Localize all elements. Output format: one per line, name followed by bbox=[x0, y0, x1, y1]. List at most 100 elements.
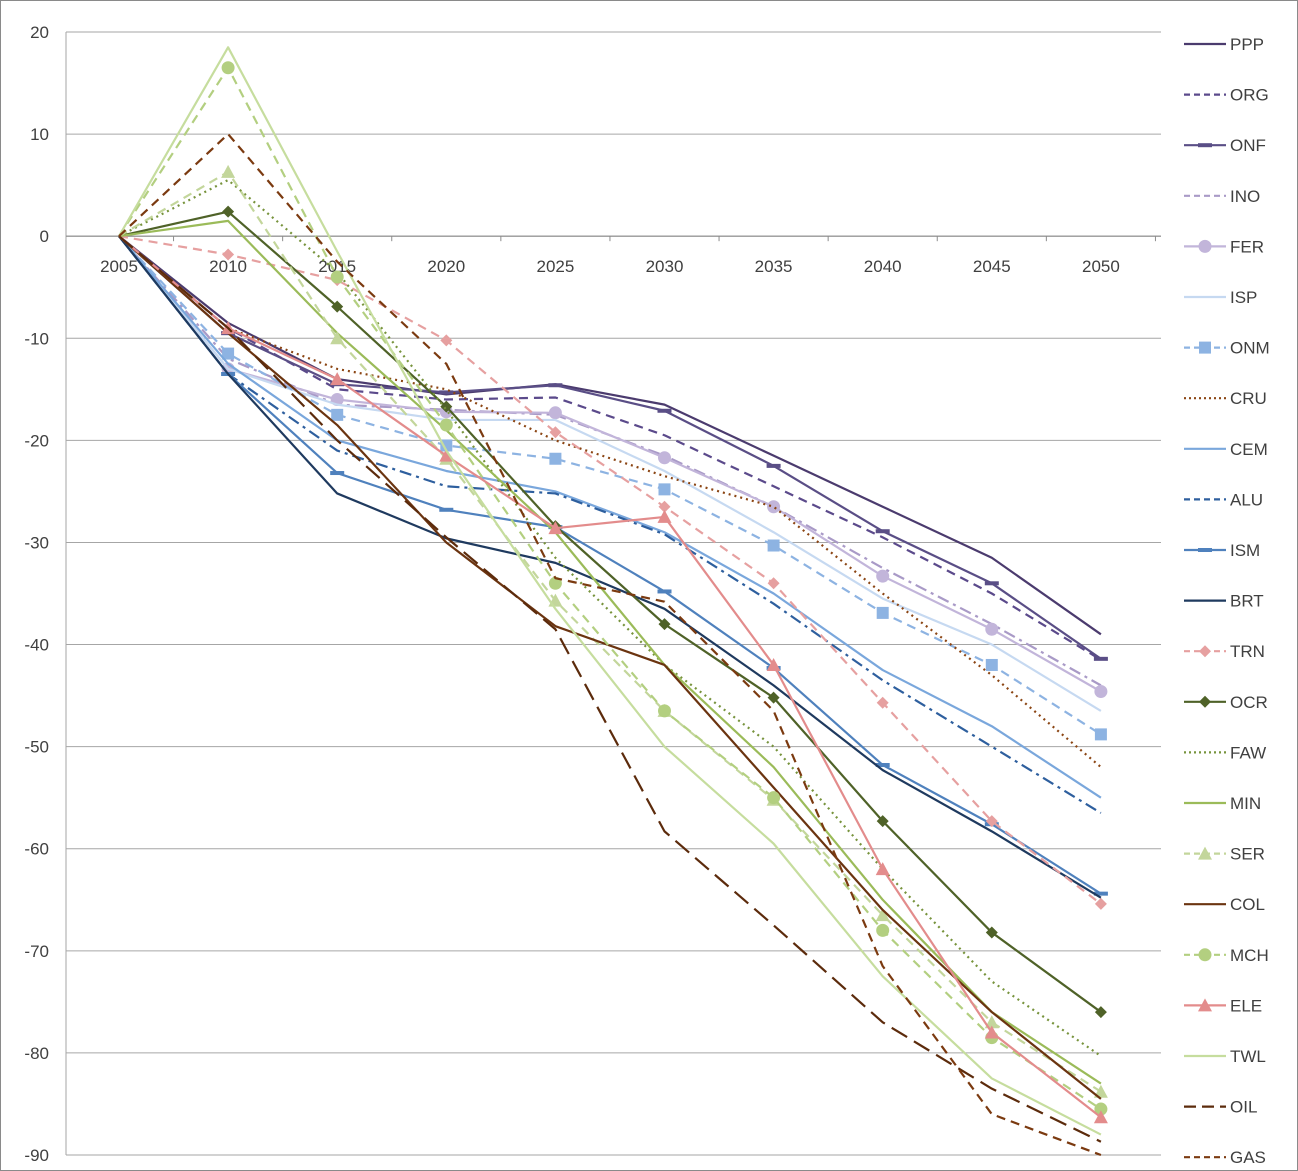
y-tick-label: -70 bbox=[24, 942, 49, 961]
data-point-ocr bbox=[1094, 1006, 1107, 1019]
legend-label: TRN bbox=[1230, 642, 1265, 661]
data-point-ism bbox=[1093, 891, 1108, 896]
series-line-gas bbox=[118, 132, 1102, 1157]
legend-item-gas: GAS bbox=[1184, 1148, 1266, 1167]
series-line-ele bbox=[118, 235, 1102, 1119]
y-tick-label: -30 bbox=[24, 533, 49, 552]
legend-label: BRT bbox=[1230, 592, 1264, 611]
x-tick-label: 2030 bbox=[646, 257, 684, 276]
series-line-alu bbox=[118, 235, 1102, 814]
y-tick-label: -60 bbox=[24, 840, 49, 859]
legend-item-twl: TWL bbox=[1184, 1047, 1266, 1066]
legend-item-org: ORG bbox=[1184, 86, 1269, 105]
data-point-mch bbox=[221, 61, 235, 75]
data-point-ocr bbox=[658, 618, 671, 631]
legend-label: OIL bbox=[1230, 1098, 1257, 1117]
legend: PPP ORG ONF INO FER ISP ONM CRU CEM ALU ISM BRT TRN O… bbox=[1184, 35, 1270, 1167]
y-tick-label: -40 bbox=[24, 636, 49, 655]
data-point-onf bbox=[984, 581, 999, 586]
data-point-ele bbox=[657, 509, 672, 523]
data-point-mch bbox=[658, 704, 671, 718]
legend-label: FER bbox=[1230, 237, 1264, 256]
legend-label: ELE bbox=[1230, 996, 1262, 1015]
series-line-cem bbox=[118, 235, 1102, 799]
data-point-trn bbox=[767, 577, 780, 590]
data-point-mch bbox=[330, 270, 344, 284]
legend-marker bbox=[1199, 341, 1211, 354]
legend-label: CEM bbox=[1230, 440, 1268, 459]
legend-item-cru: CRU bbox=[1184, 389, 1267, 408]
legend-item-col: COL bbox=[1184, 895, 1265, 914]
data-point-onm bbox=[658, 483, 671, 496]
legend-marker bbox=[1198, 948, 1212, 962]
data-point-ser bbox=[984, 1015, 999, 1029]
x-tick-label: 2045 bbox=[973, 257, 1011, 276]
data-point-trn bbox=[1094, 897, 1107, 910]
legend-item-trn: TRN bbox=[1184, 642, 1265, 661]
x-tick-label: 2020 bbox=[427, 257, 465, 276]
series-line-ppp bbox=[118, 235, 1102, 636]
data-point-ser bbox=[1093, 1084, 1108, 1098]
data-point-trn bbox=[876, 696, 889, 709]
data-point-onf bbox=[439, 390, 454, 395]
x-tick-label: 2010 bbox=[209, 257, 247, 276]
legend-item-onf: ONF bbox=[1184, 136, 1266, 155]
legend-item-min: MIN bbox=[1184, 794, 1261, 813]
data-point-ele bbox=[548, 521, 563, 535]
data-point-ocr bbox=[331, 300, 344, 313]
data-point-trn bbox=[440, 334, 453, 347]
legend-item-ppp: PPP bbox=[1184, 35, 1264, 54]
data-point-ele bbox=[1093, 1110, 1108, 1124]
data-point-onm bbox=[222, 347, 235, 360]
data-point-ocr bbox=[440, 400, 453, 413]
legend-label: CRU bbox=[1230, 389, 1267, 408]
legend-item-ocr: OCR bbox=[1184, 693, 1268, 712]
data-point-ele bbox=[875, 862, 890, 876]
legend-item-onm: ONM bbox=[1184, 339, 1270, 358]
legend-label: ONM bbox=[1230, 339, 1270, 358]
legend-label: MIN bbox=[1230, 794, 1261, 813]
data-point-trn bbox=[222, 248, 235, 261]
y-tick-label: 0 bbox=[40, 227, 49, 246]
legend-item-ino: INO bbox=[1184, 187, 1260, 206]
data-point-ocr bbox=[767, 691, 780, 704]
legend-marker bbox=[1199, 645, 1211, 658]
legend-item-cem: CEM bbox=[1184, 440, 1268, 459]
legend-item-oil: OIL bbox=[1184, 1098, 1257, 1117]
legend-label: FAW bbox=[1230, 743, 1266, 762]
series-line-min bbox=[118, 219, 1102, 1085]
y-tick-label: 20 bbox=[30, 23, 49, 42]
legend-label: SER bbox=[1230, 845, 1265, 864]
series-line-onf bbox=[118, 235, 1102, 660]
series-line-col bbox=[118, 235, 1102, 1100]
series-line-org bbox=[118, 235, 1102, 661]
data-point-ism bbox=[439, 507, 454, 512]
series-line-brt bbox=[118, 235, 1102, 899]
legend-item-ser: SER bbox=[1184, 845, 1265, 864]
series-line-fer bbox=[118, 235, 1102, 693]
series-line-onm bbox=[118, 235, 1102, 736]
legend-item-ism: ISM bbox=[1184, 541, 1260, 560]
data-point-ser bbox=[221, 164, 236, 178]
data-point-fer bbox=[985, 622, 999, 636]
x-tick-label: 2025 bbox=[536, 257, 574, 276]
series-line-cru bbox=[118, 235, 1102, 768]
legend-item-ele: ELE bbox=[1184, 996, 1262, 1015]
x-tick-label: 2035 bbox=[755, 257, 793, 276]
series-line-mch bbox=[118, 66, 1102, 1110]
data-point-ocr bbox=[876, 815, 889, 828]
data-point-ism bbox=[875, 763, 890, 768]
x-tick-label: 2005 bbox=[100, 257, 138, 276]
legend-item-brt: BRT bbox=[1184, 592, 1264, 611]
legend-item-alu: ALU bbox=[1184, 490, 1263, 509]
data-point-fer bbox=[767, 500, 781, 514]
data-point-ser bbox=[875, 908, 890, 922]
y-tick-label: -10 bbox=[24, 329, 49, 348]
legend-item-mch: MCH bbox=[1184, 946, 1269, 965]
legend-marker bbox=[1198, 548, 1212, 552]
legend-label: TWL bbox=[1230, 1047, 1266, 1066]
y-tick-label: -50 bbox=[24, 738, 49, 757]
data-point-ele bbox=[330, 372, 345, 386]
